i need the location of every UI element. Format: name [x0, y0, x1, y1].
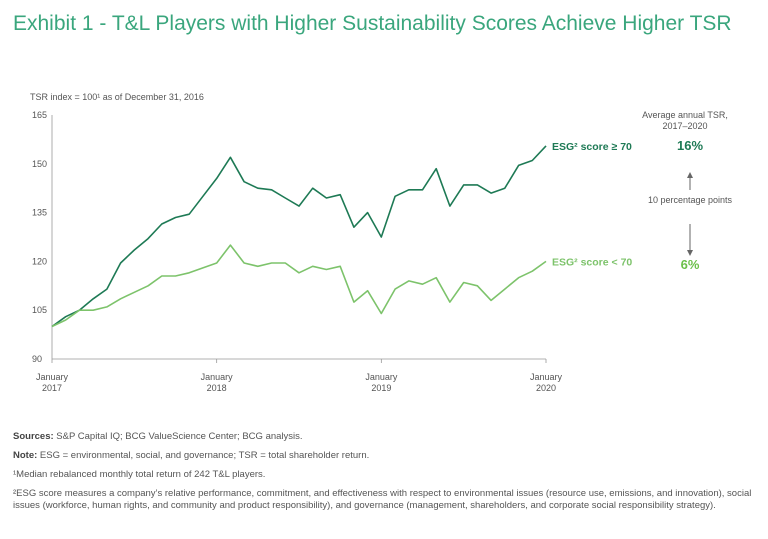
- y-tick-label: 105: [32, 305, 47, 315]
- exhibit-title: Exhibit 1 - T&L Players with Higher Sust…: [13, 12, 732, 35]
- x-tick-label-month: January: [365, 372, 398, 382]
- y-tick-label: 90: [32, 354, 42, 364]
- footnote-1: ¹Median rebalanced monthly total return …: [13, 469, 266, 480]
- x-tick-label-year: 2018: [207, 383, 227, 393]
- x-tick-label-year: 2017: [42, 383, 62, 393]
- chart-labels: ESG² score ≥ 70 ESG² score < 70: [552, 141, 632, 268]
- series-label-esg-low: ESG² score < 70: [552, 256, 632, 268]
- abbreviation-note: Note: ESG = environmental, social, and g…: [13, 450, 370, 461]
- high-esg-tsr-value: 16%: [676, 138, 704, 153]
- series-line-esg-low: [51, 244, 547, 328]
- difference-label: 10 percentage points: [647, 195, 733, 205]
- series-line-esg-high: [51, 145, 547, 328]
- chart-axes: 16515013512010590January2017January2018J…: [32, 110, 563, 393]
- side-panel-header: Average annual TSR, 2017–2020: [642, 110, 728, 131]
- x-tick-label-month: January: [201, 372, 234, 382]
- series-label-esg-high: ESG² score ≥ 70: [552, 141, 632, 153]
- x-tick-label-year: 2020: [536, 383, 556, 393]
- y-tick-label: 165: [32, 110, 47, 120]
- chart-lines: [51, 145, 547, 328]
- difference-arrow: [687, 172, 693, 256]
- sources-note: Sources: S&P Capital IQ; BCG ValueScienc…: [13, 431, 303, 442]
- x-tick-label-month: January: [530, 372, 563, 382]
- chart-subtitle: TSR index = 100¹ as of December 31, 2016: [30, 92, 204, 102]
- y-tick-label: 150: [32, 159, 47, 169]
- y-tick-label: 120: [32, 256, 47, 266]
- footnote-2: ²ESG score measures a company’s relative…: [13, 488, 752, 511]
- low-esg-tsr-value: 6%: [680, 257, 700, 272]
- footnotes: Sources: S&P Capital IQ; BCG ValueScienc…: [13, 431, 761, 519]
- x-tick-label-month: January: [36, 372, 69, 382]
- x-tick-label-year: 2019: [371, 383, 391, 393]
- y-tick-label: 135: [32, 208, 47, 218]
